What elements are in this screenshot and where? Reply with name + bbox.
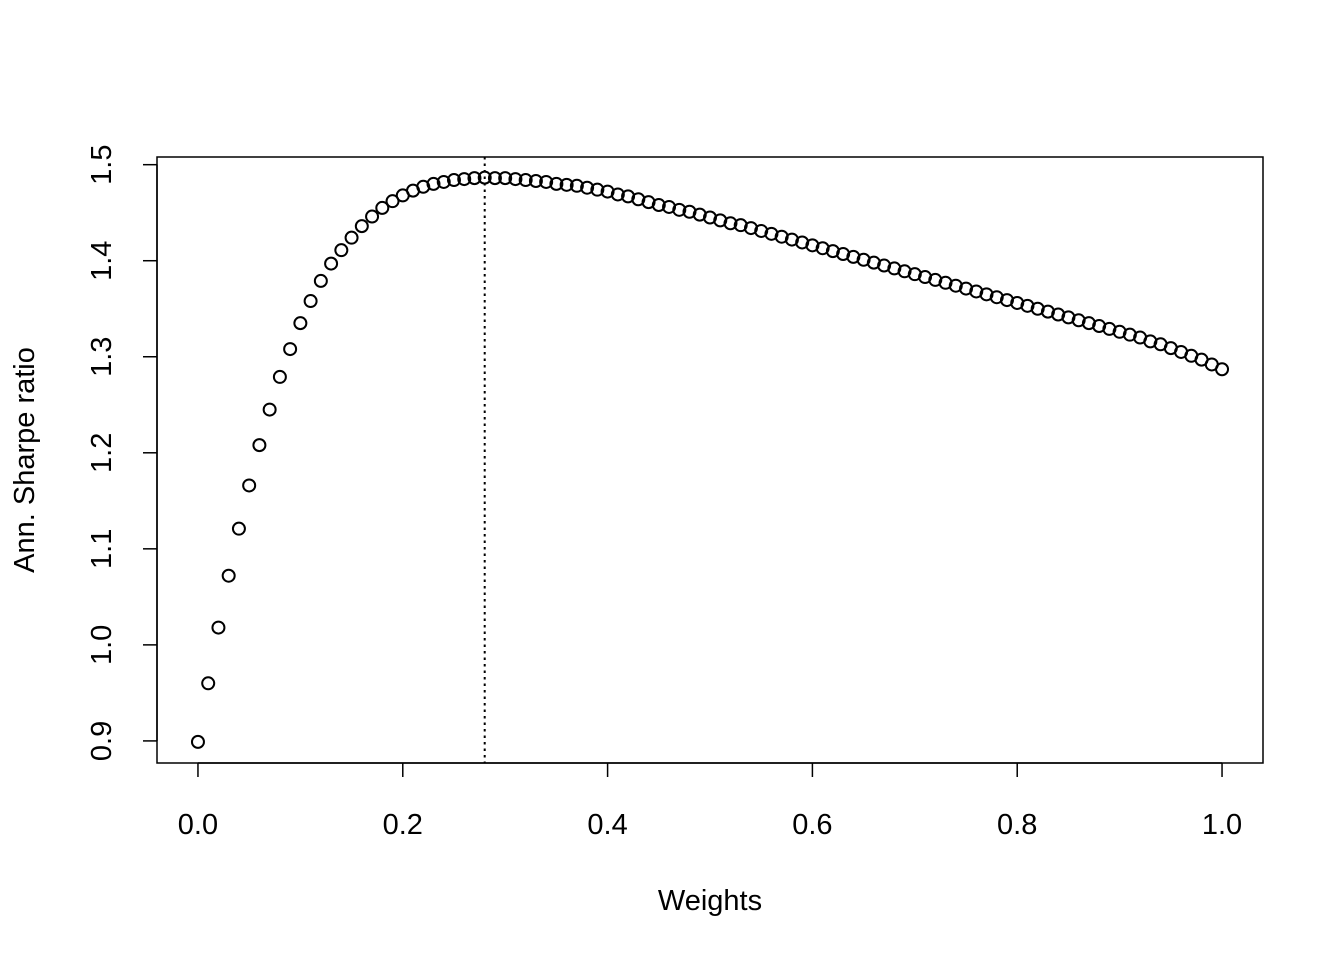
- data-point: [211, 620, 226, 635]
- x-axis: 0.0 0.2 0.4 0.6 0.8 1.0: [178, 762, 1242, 841]
- data-point: [190, 734, 205, 749]
- y-axis: 0.9 1.0 1.1 1.2 1.3 1.4 1.5: [86, 145, 158, 761]
- data-point: [344, 230, 359, 245]
- data-point: [303, 294, 318, 309]
- data-point: [293, 316, 308, 331]
- data-point: [610, 187, 625, 202]
- data-point: [252, 438, 267, 453]
- data-point: [221, 568, 236, 583]
- data-point: [272, 369, 287, 384]
- data-point: [477, 170, 492, 185]
- data-point: [539, 174, 554, 189]
- x-axis-title: Weights: [658, 885, 762, 917]
- data-point: [580, 180, 595, 195]
- data-point: [569, 178, 584, 193]
- y-tick-label: 0.9: [86, 721, 118, 761]
- data-point: [324, 256, 339, 271]
- data-point: [385, 194, 400, 209]
- data-point: [231, 521, 246, 536]
- data-point: [590, 182, 605, 197]
- x-tick-label: 0.4: [587, 809, 627, 841]
- y-tick-label: 1.0: [86, 625, 118, 665]
- data-point: [467, 171, 482, 186]
- y-axis-title: Ann. Sharpe ratio: [9, 347, 41, 573]
- data-point: [498, 171, 513, 186]
- data-point: [262, 402, 277, 417]
- x-tick-label: 1.0: [1202, 809, 1242, 841]
- y-tick-label: 1.2: [86, 433, 118, 473]
- data-point: [436, 174, 451, 189]
- data-point: [518, 173, 533, 188]
- y-tick-label: 1.5: [86, 145, 118, 185]
- data-point: [242, 478, 257, 493]
- x-tick-label: 0.0: [178, 809, 218, 841]
- y-tick-label: 1.1: [86, 529, 118, 569]
- x-tick-label: 0.6: [792, 809, 832, 841]
- data-point: [559, 177, 574, 192]
- data-point: [528, 174, 543, 189]
- data-point: [457, 172, 472, 187]
- data-point: [723, 216, 738, 231]
- x-tick-label: 0.2: [383, 809, 423, 841]
- data-point: [549, 176, 564, 191]
- data-point: [365, 209, 380, 224]
- data-point: [508, 172, 523, 187]
- data-point: [1215, 362, 1230, 377]
- y-tick-label: 1.3: [86, 337, 118, 377]
- data-point: [672, 202, 687, 217]
- data-points: [190, 170, 1230, 749]
- data-point: [426, 176, 441, 191]
- data-point: [283, 342, 298, 357]
- data-point: [446, 173, 461, 188]
- data-point: [375, 200, 390, 215]
- data-point: [313, 273, 328, 288]
- data-point: [201, 676, 216, 691]
- x-tick-label: 0.8: [997, 809, 1037, 841]
- data-point: [487, 171, 502, 186]
- data-point: [651, 198, 666, 213]
- data-point: [354, 219, 369, 234]
- y-tick-label: 1.4: [86, 241, 118, 281]
- data-point: [334, 243, 349, 258]
